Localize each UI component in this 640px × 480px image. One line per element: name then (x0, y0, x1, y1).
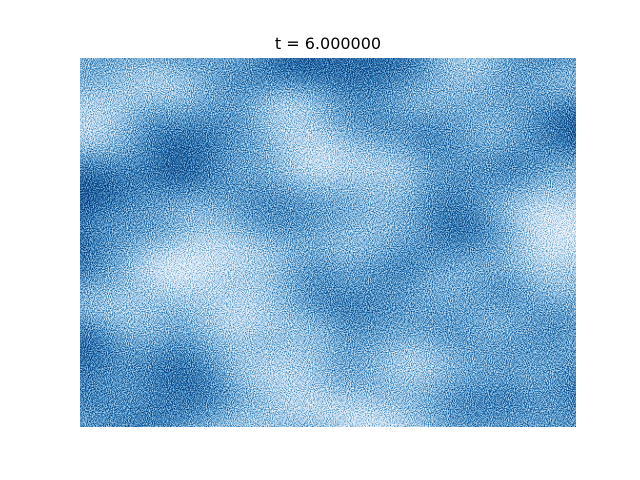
plot-title: t = 6.000000 (275, 34, 381, 53)
field-image (80, 58, 576, 427)
